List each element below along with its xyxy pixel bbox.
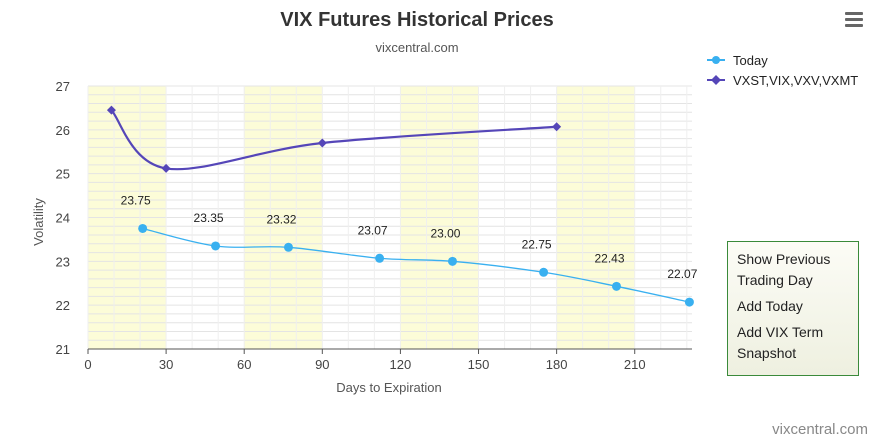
legend-label-today: Today [733, 53, 768, 68]
y-tick-label: 22 [56, 298, 70, 313]
data-label: 23.75 [121, 193, 151, 207]
legend-item-vxst[interactable]: VXST,VIX,VXV,VXMT [707, 73, 858, 88]
menu-bar [845, 12, 863, 15]
data-point[interactable] [375, 253, 385, 263]
x-tick-label: 120 [390, 357, 412, 372]
legend-item-today[interactable]: Today [707, 53, 768, 68]
legend[interactable]: Today VXST,VIX,VXV,VXMT [707, 53, 858, 88]
legend-marker-vxst [711, 75, 721, 85]
chart-title: VIX Futures Historical Prices [280, 9, 553, 31]
context-menu: Show Previous Trading Day Add Today Add … [727, 241, 859, 376]
data-point[interactable] [552, 122, 562, 132]
data-label: 23.07 [358, 223, 388, 237]
x-tick-label: 150 [468, 357, 490, 372]
legend-marker-today [712, 56, 720, 64]
data-label: 22.75 [522, 237, 552, 251]
data-label: 22.43 [594, 251, 624, 265]
add-today-button[interactable]: Add Today [737, 298, 803, 314]
data-point[interactable] [684, 297, 694, 307]
x-axis-title: Days to Expiration [336, 380, 442, 395]
y-tick-label: 25 [56, 167, 70, 182]
show-previous-trading-day-button[interactable]: Show Previous Trading Day [737, 251, 831, 288]
add-vix-term-snapshot-button[interactable]: Add VIX Term Snapshot [737, 324, 824, 361]
chart-subtitle: vixcentral.com [375, 40, 458, 55]
series-line-0 [142, 227, 690, 303]
legend-label-vxst: VXST,VIX,VXV,VXMT [733, 73, 858, 88]
y-tick-label: 21 [56, 342, 70, 357]
data-point[interactable] [539, 267, 549, 277]
data-label: 23.35 [194, 211, 224, 225]
data-point[interactable] [317, 138, 327, 148]
data-point[interactable] [283, 242, 293, 252]
axes: 0 30 60 90 120 150 180 210 21 22 23 24 25 26 27 [56, 79, 692, 372]
hamburger-menu-icon[interactable] [842, 9, 866, 31]
y-tick-label: 27 [56, 79, 70, 94]
y-tick-label: 26 [56, 123, 70, 138]
data-label: 23.00 [430, 226, 460, 240]
menu-bar [845, 24, 863, 27]
credit-link[interactable]: vixcentral.com [772, 421, 868, 438]
x-tick-label: 30 [159, 357, 173, 372]
menu-bar [845, 18, 863, 21]
y-tick-label: 24 [56, 211, 70, 226]
data-point[interactable] [161, 163, 171, 173]
y-axis-title: Volatility [31, 198, 46, 246]
x-tick-label: 90 [315, 357, 329, 372]
data-point[interactable] [612, 281, 621, 291]
data-labels: 23.75 23.35 23.32 23.07 23.00 22.75 22.43 22.07 [121, 193, 698, 281]
data-point[interactable] [211, 241, 221, 251]
x-tick-label: 60 [237, 357, 251, 372]
x-tick-label: 0 [84, 357, 91, 372]
data-point[interactable] [138, 223, 148, 233]
series-layer [106, 105, 694, 307]
x-tick-label: 210 [624, 357, 646, 372]
data-label: 22.07 [667, 267, 697, 281]
x-tick-label: 180 [546, 357, 568, 372]
data-label: 23.32 [266, 212, 296, 226]
y-tick-label: 23 [56, 254, 70, 269]
data-point[interactable] [106, 105, 116, 115]
data-point[interactable] [447, 256, 457, 266]
series-line-1 [110, 109, 557, 171]
